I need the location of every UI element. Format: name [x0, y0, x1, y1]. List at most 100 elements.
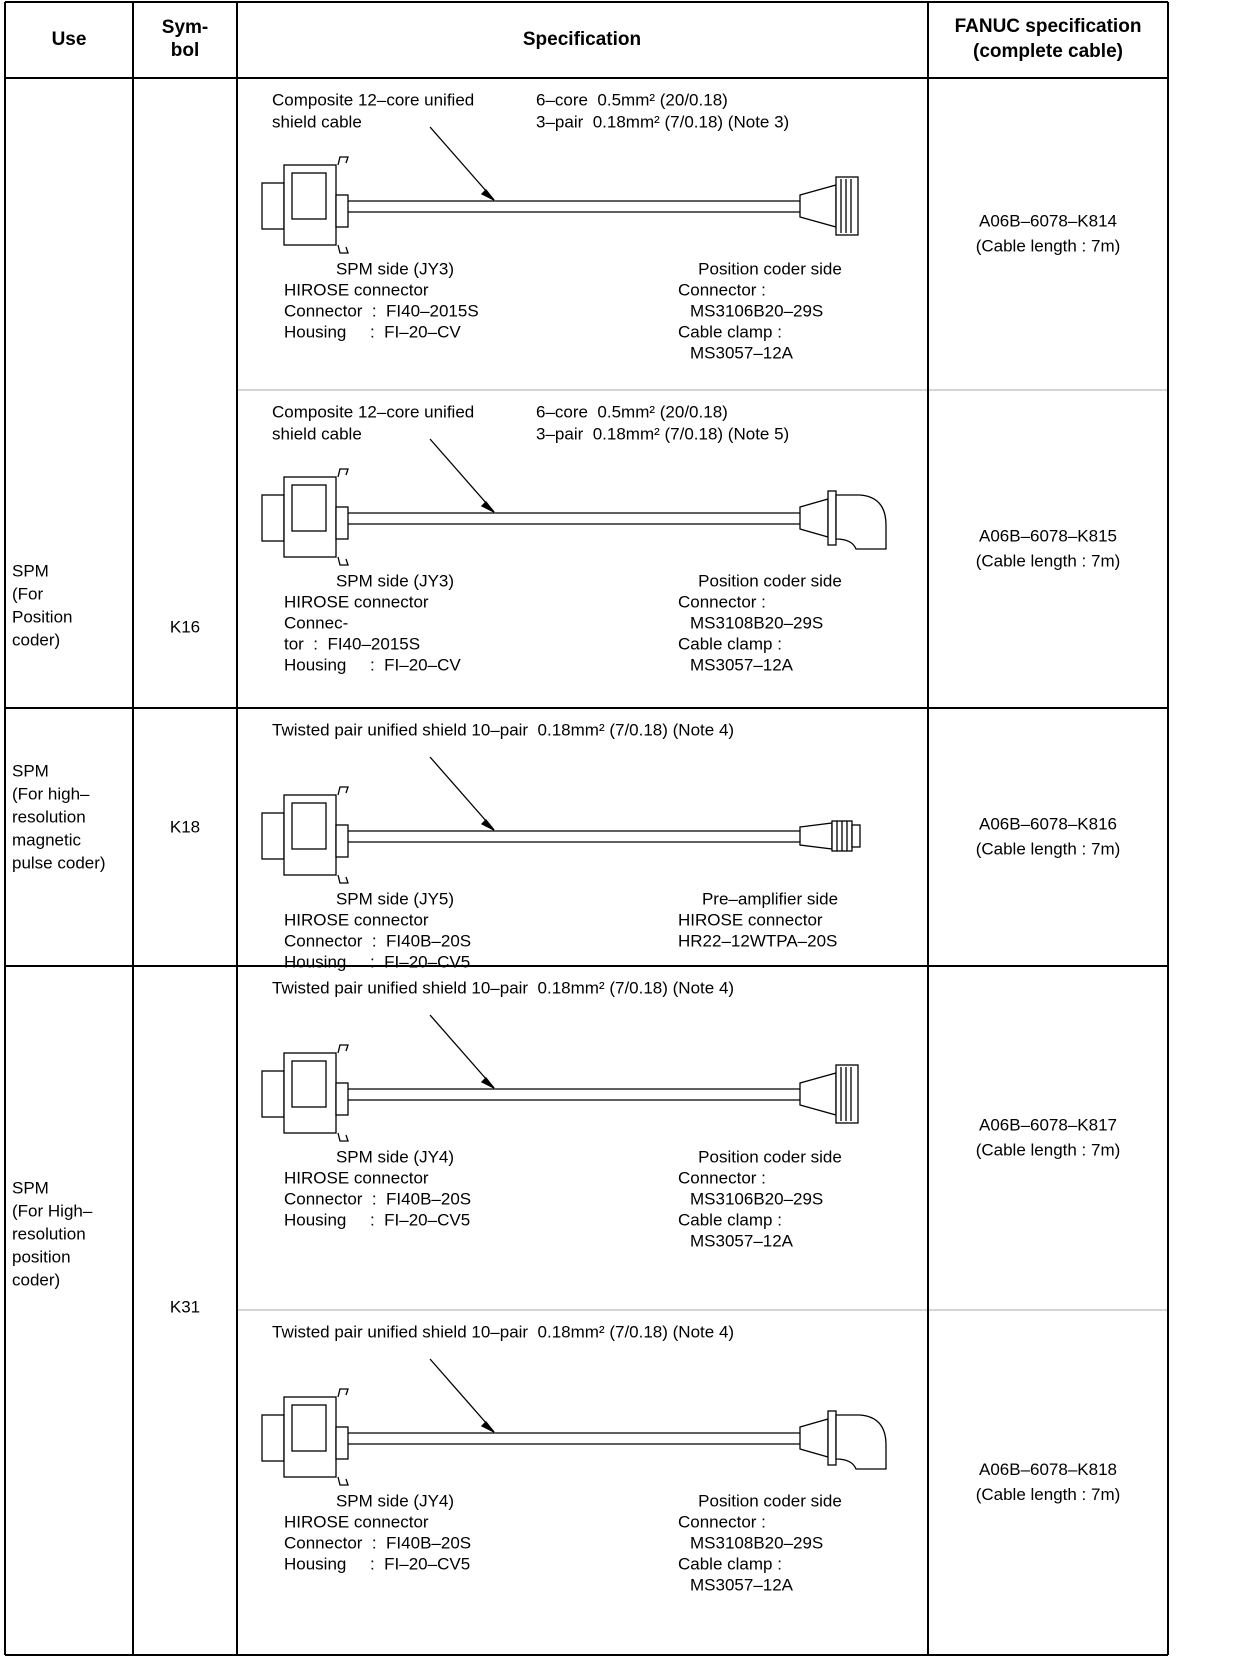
cable-end-text: Pre–amplifier side	[702, 889, 838, 908]
connector-drawing	[480, 1421, 495, 1433]
cable-end-text: MS3106B20–29S	[690, 1189, 823, 1208]
connector-drawing	[291, 1060, 327, 1108]
use-text: position	[12, 1247, 71, 1266]
spm-side-text: HIROSE connector	[284, 910, 429, 929]
cable-end-text: Position coder side	[698, 1147, 842, 1166]
cable-label: Twisted pair unified shield 10–pair 0.18…	[272, 978, 734, 997]
cable-end-text: MS3108B20–29S	[690, 1533, 823, 1552]
connector-drawing	[799, 1072, 837, 1116]
use-text: SPM	[12, 761, 49, 780]
cable-end-text: Position coder side	[698, 259, 842, 278]
connector-drawing	[799, 184, 837, 228]
cable-end-text: Cable clamp :	[678, 1210, 782, 1229]
connector-drawing	[480, 189, 495, 201]
connector-drawing	[291, 172, 327, 220]
cable-label: Composite 12–core unified	[272, 402, 474, 421]
header-use: Use	[52, 29, 87, 50]
cable-end-text: Position coder side	[698, 1491, 842, 1510]
symbol-text: K31	[170, 1297, 200, 1316]
spm-side-text: Connec-	[284, 613, 348, 632]
cable-end-text: MS3057–12A	[690, 1231, 794, 1250]
connector-drawing	[429, 1014, 495, 1089]
connector-drawing	[835, 1064, 859, 1124]
cable-end-text: Cable clamp :	[678, 322, 782, 341]
header-fanuc: FANUC specification	[955, 16, 1142, 37]
cable-label: shield cable	[272, 112, 362, 131]
connector-drawing	[480, 1077, 495, 1089]
connector-drawing	[335, 506, 349, 540]
cable-end-text: Connector :	[678, 1168, 766, 1187]
connector-drawing	[337, 1388, 349, 1486]
spm-side-text: HIROSE connector	[284, 1168, 429, 1187]
spm-side-text: SPM side (JY3)	[336, 571, 454, 590]
use-text: resolution	[12, 1224, 86, 1243]
cable-end-text: Connector :	[678, 1512, 766, 1531]
fanuc-spec: (Cable length : 7m)	[976, 551, 1121, 570]
spm-side-text: SPM side (JY5)	[336, 889, 454, 908]
fanuc-spec: A06B–6078–K816	[979, 814, 1117, 833]
connector-drawing	[429, 756, 495, 831]
connector-drawing	[335, 824, 349, 858]
spm-side-text: Housing : FI–20–CV	[284, 322, 461, 341]
symbol-text: K16	[170, 617, 200, 636]
spm-side-text: Connector : FI40–2015S	[284, 301, 479, 320]
cable-end-text: MS3057–12A	[690, 1575, 794, 1594]
spm-side-text: Housing : FI–20–CV5	[284, 952, 470, 971]
header-fanuc: (complete cable)	[973, 41, 1123, 62]
use-text: Position	[12, 607, 72, 626]
connector-drawing	[337, 156, 349, 254]
header-symbol: Sym-	[162, 17, 208, 38]
cable-end-text: HIROSE connector	[678, 910, 823, 929]
connector-drawing	[835, 494, 887, 550]
connector-drawing	[799, 1418, 829, 1458]
cable-spec: 3–pair 0.18mm² (7/0.18) (Note 5)	[536, 424, 789, 443]
connector-drawing	[429, 1358, 495, 1433]
connector-drawing	[337, 1044, 349, 1142]
symbol-text: K18	[170, 817, 200, 836]
use-text: magnetic	[12, 830, 81, 849]
cable-spec: 3–pair 0.18mm² (7/0.18) (Note 3)	[536, 112, 789, 131]
spm-side-text: Housing : FI–20–CV5	[284, 1210, 470, 1229]
fanuc-spec: A06B–6078–K817	[979, 1115, 1117, 1134]
connector-drawing	[851, 824, 861, 848]
cable-end-text: HR22–12WTPA–20S	[678, 931, 837, 950]
cable-end-text: MS3057–12A	[690, 343, 794, 362]
connector-drawing	[335, 1082, 349, 1116]
cable-spec: 6–core 0.5mm² (20/0.18)	[536, 90, 728, 109]
cable-end-text: MS3057–12A	[690, 655, 794, 674]
connector-drawing	[835, 1414, 887, 1470]
connector-drawing	[799, 822, 833, 850]
fanuc-spec: (Cable length : 7m)	[976, 236, 1121, 255]
use-text: pulse coder)	[12, 853, 106, 872]
spm-side-text: Connector : FI40B–20S	[284, 931, 471, 950]
use-text: (For	[12, 584, 44, 603]
use-text: coder)	[12, 630, 60, 649]
cable-label: Composite 12–core unified	[272, 90, 474, 109]
connector-drawing	[261, 494, 285, 542]
spm-side-text: HIROSE connector	[284, 1512, 429, 1531]
spm-side-text: tor : FI40–2015S	[284, 634, 420, 653]
cable-end-text: Cable clamp :	[678, 634, 782, 653]
connector-drawing	[291, 484, 327, 532]
cable-label: shield cable	[272, 424, 362, 443]
cable-end-text: MS3108B20–29S	[690, 613, 823, 632]
spm-side-text: SPM side (JY4)	[336, 1491, 454, 1510]
connector-drawing	[480, 501, 495, 513]
connector-drawing	[337, 468, 349, 566]
connector-drawing	[337, 786, 349, 884]
connector-drawing	[480, 819, 495, 831]
connector-drawing	[261, 1070, 285, 1118]
connector-drawing	[335, 1426, 349, 1460]
connector-drawing	[261, 1414, 285, 1462]
spm-side-text: Housing : FI–20–CV	[284, 655, 461, 674]
spm-side-text: HIROSE connector	[284, 280, 429, 299]
use-text: (For High–	[12, 1201, 93, 1220]
fanuc-spec: A06B–6078–K815	[979, 526, 1117, 545]
spm-side-text: Connector : FI40B–20S	[284, 1533, 471, 1552]
connector-drawing	[335, 194, 349, 228]
connector-drawing	[261, 812, 285, 860]
fanuc-spec: A06B–6078–K814	[979, 211, 1117, 230]
cable-end-text: Position coder side	[698, 571, 842, 590]
spm-side-text: SPM side (JY4)	[336, 1147, 454, 1166]
